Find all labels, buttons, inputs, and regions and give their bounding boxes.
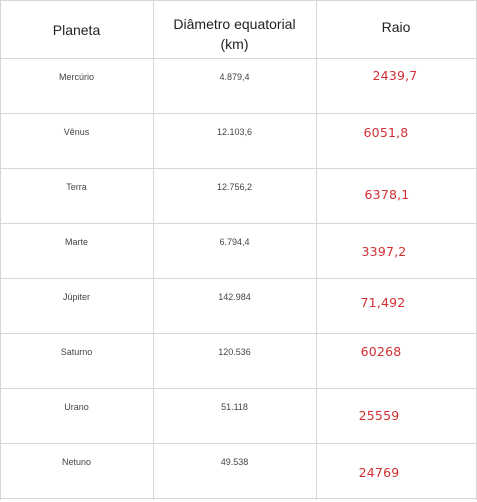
cell-planet: Urano — [64, 402, 89, 412]
cell-planet: Saturno — [60, 347, 93, 357]
cell-diameter: 12.103,6 — [216, 127, 253, 137]
cell-diameter: 6.794,4 — [219, 237, 250, 247]
cell-planet: Terra — [66, 182, 87, 192]
grid-line-row — [0, 113, 477, 114]
grid-line-row — [0, 333, 477, 334]
cell-planet: Vênus — [63, 127, 90, 137]
header-diameter: Diâmetro equatorial (km) — [153, 14, 316, 54]
cell-planet: Marte — [64, 237, 88, 247]
cell-radius: 24769 — [358, 465, 400, 480]
header-diameter-line1: Diâmetro equatorial — [173, 16, 296, 32]
cell-radius: 6051,8 — [363, 125, 409, 140]
cell-radius: 60268 — [360, 344, 402, 359]
grid-line-row — [0, 223, 477, 224]
cell-planet: Netuno — [61, 457, 92, 467]
cell-planet: Mercúrio — [58, 72, 94, 82]
cell-radius: 25559 — [358, 408, 400, 423]
header-diameter-line2: (km) — [220, 36, 249, 52]
grid-line-col1 — [153, 0, 154, 500]
grid-line-left — [0, 0, 1, 500]
cell-diameter: 120.536 — [218, 347, 251, 357]
cell-diameter: 51.118 — [221, 402, 248, 412]
cell-radius: 6378,1 — [364, 187, 410, 202]
cell-diameter: 12.756,2 — [216, 182, 253, 192]
cell-radius: 71,492 — [360, 295, 406, 310]
grid-line-header-bottom — [0, 58, 477, 59]
grid-line-row — [0, 168, 477, 169]
header-planet: Planeta — [52, 22, 101, 38]
cell-radius: 3397,2 — [361, 244, 407, 259]
grid-line-row — [0, 443, 477, 444]
cell-diameter: 49.538 — [220, 457, 249, 467]
grid-line-top — [0, 0, 477, 1]
grid-line-row — [0, 388, 477, 389]
cell-planet: Júpiter — [62, 292, 90, 302]
cell-radius: 2439,7 — [372, 68, 418, 83]
grid-line-col2 — [316, 0, 317, 500]
cell-diameter: 142.984 — [218, 292, 251, 302]
grid-line-bottom — [0, 498, 477, 499]
header-radius: Raio — [381, 19, 411, 35]
grid-line-row — [0, 278, 477, 279]
cell-diameter: 4.879,4 — [219, 72, 250, 82]
